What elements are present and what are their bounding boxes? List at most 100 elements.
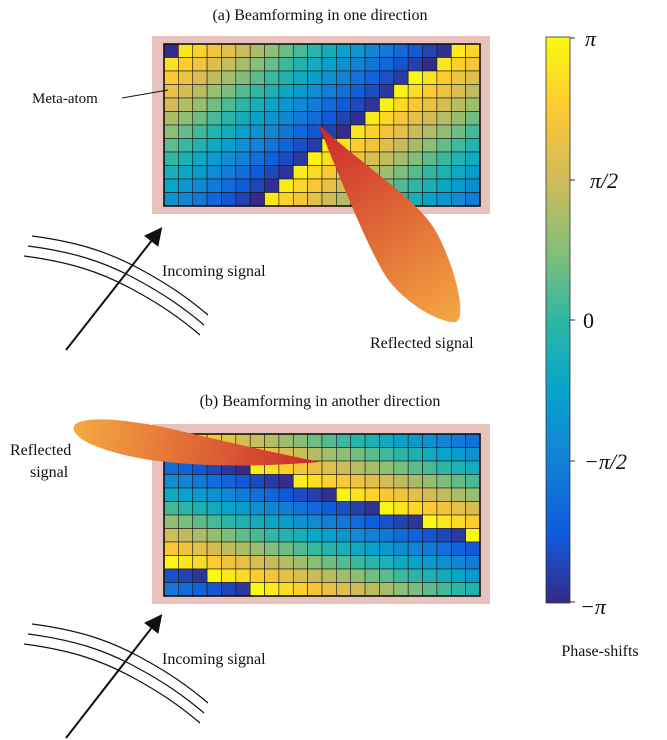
panel-b-meta-atom [206, 501, 222, 516]
panel-a-meta-atom [407, 43, 423, 58]
panel-a-meta-atom [436, 57, 452, 72]
panel-b-meta-atom [336, 433, 352, 448]
panel-a-meta-atom [307, 43, 323, 58]
panel-b-meta-atom [379, 528, 395, 543]
panel-a-meta-atom [321, 111, 337, 126]
panel-a-meta-atom [450, 138, 466, 153]
panel-a-meta-atom [235, 97, 251, 112]
panel-b-meta-atom [192, 568, 208, 583]
panel-b-meta-atom [221, 555, 237, 570]
panel-b-meta-atom [364, 433, 380, 448]
panel-a-meta-atom [422, 178, 438, 193]
panel-b-meta-atom [350, 514, 366, 529]
panel-b-meta-atom [278, 474, 294, 489]
panel-a-meta-atom [192, 165, 208, 180]
panel-b-meta-atom [249, 487, 265, 502]
panel-b-meta-atom [364, 447, 380, 462]
panel-b-meta-atom [450, 555, 466, 570]
panel-b-meta-atom [436, 474, 452, 489]
panel-b-meta-atom [163, 460, 179, 475]
panel-a-meta-atom [206, 151, 222, 166]
panel-b-meta-atom [422, 487, 438, 502]
panel-b-meta-atom [336, 528, 352, 543]
panel-b-meta-atom [393, 474, 409, 489]
panel-b-meta-atom [178, 474, 194, 489]
panel-b-meta-atom [163, 514, 179, 529]
panel-b-meta-atom [465, 555, 481, 570]
panel-b-meta-atom [321, 582, 337, 597]
panel-b-meta-atom [264, 501, 280, 516]
panel-a-meta-atom [364, 138, 380, 153]
panel-b-meta-atom [307, 582, 323, 597]
panel-a-meta-atom [264, 192, 280, 207]
panel-a-meta-atom [364, 70, 380, 85]
panel-b-meta-atom [379, 460, 395, 475]
panel-a-meta-atom [178, 43, 194, 58]
panel-a-meta-atom [206, 192, 222, 207]
panel-b-meta-atom [364, 501, 380, 516]
panel-b-meta-atom [436, 501, 452, 516]
panel-a-meta-atom [450, 43, 466, 58]
panel-a-meta-atom [264, 111, 280, 126]
panel-a-meta-atom [178, 70, 194, 85]
panel-b-meta-atom [321, 474, 337, 489]
panel-a-meta-atom [264, 57, 280, 72]
panel-a-meta-atom [192, 151, 208, 166]
panel-a-meta-atom [221, 43, 237, 58]
panel-b-meta-atom [364, 528, 380, 543]
panel-b-meta-atom [422, 568, 438, 583]
panel-a-meta-atom [206, 57, 222, 72]
panel-a-meta-atom [264, 84, 280, 99]
panel-b-meta-atom [379, 474, 395, 489]
panel-a-meta-atom [163, 70, 179, 85]
panel-b-meta-atom [465, 541, 481, 556]
panel-b-meta-atom [221, 568, 237, 583]
panel-a-meta-atom [235, 151, 251, 166]
panel-b-meta-atom [336, 555, 352, 570]
panel-b-meta-atom [393, 487, 409, 502]
panel-a-meta-atom [422, 165, 438, 180]
panel-b-meta-atom [450, 514, 466, 529]
panel-a-meta-atom [364, 111, 380, 126]
panel-a-meta-atom [178, 124, 194, 139]
panel-b-meta-atom [307, 474, 323, 489]
panel-a-meta-atom [235, 124, 251, 139]
panel-a-meta-atom [393, 84, 409, 99]
panel-b-meta-atom [192, 487, 208, 502]
panel-a-meta-atom [163, 192, 179, 207]
panel-a-meta-atom [436, 192, 452, 207]
panel-b-meta-atom [450, 582, 466, 597]
panel-b-incoming-wavefronts [23, 623, 209, 724]
panel-b-meta-atom [350, 447, 366, 462]
colorbar [545, 36, 571, 604]
panel-a-meta-atom [163, 97, 179, 112]
panel-b-meta-atom [422, 474, 438, 489]
panel-b-meta-atom [450, 541, 466, 556]
panel-a-meta-atom [178, 192, 194, 207]
panel-b-meta-atom [221, 514, 237, 529]
panel-b-meta-atom [292, 541, 308, 556]
panel-b-meta-atom [321, 528, 337, 543]
panel-b-meta-atom [336, 582, 352, 597]
panel-b-meta-atom [407, 447, 423, 462]
panel-b-meta-atom [192, 528, 208, 543]
panel-a-meta-atom [436, 84, 452, 99]
panel-a-meta-atom [436, 111, 452, 126]
panel-b-meta-atom [465, 582, 481, 597]
panel-b-meta-atom [321, 433, 337, 448]
panel-b-grid-frame [163, 433, 481, 597]
panel-b-meta-atom [364, 541, 380, 556]
panel-b-meta-atom [364, 514, 380, 529]
panel-a-meta-atom [393, 97, 409, 112]
panel-b-meta-atom [292, 528, 308, 543]
panel-b-meta-atom [407, 433, 423, 448]
panel-a-meta-atom [292, 165, 308, 180]
panel-a-meta-atom [221, 151, 237, 166]
panel-b-meta-atom [321, 568, 337, 583]
panel-a-meta-atom [221, 70, 237, 85]
panel-b-meta-atom [407, 474, 423, 489]
panel-b-meta-atom [379, 582, 395, 597]
panel-a-meta-atom [292, 84, 308, 99]
panel-a-meta-atom [465, 43, 481, 58]
panel-a-meta-atom [379, 97, 395, 112]
